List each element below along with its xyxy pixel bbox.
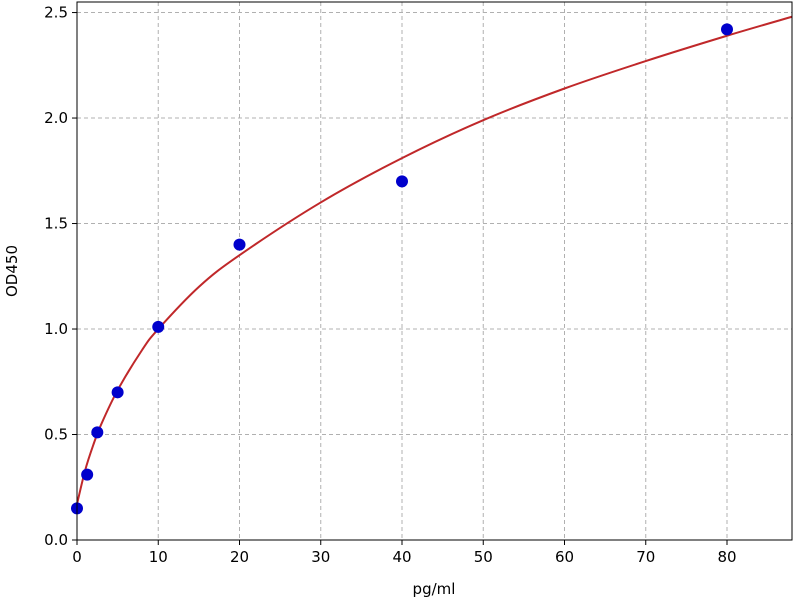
y-axis-label: OD450	[3, 245, 21, 297]
data-point	[91, 426, 104, 439]
x-tick-label: 60	[555, 548, 574, 566]
data-point	[81, 468, 94, 481]
data-points-layer	[71, 23, 733, 515]
x-axis-label: pg/ml	[413, 580, 456, 598]
x-tick-label: 0	[72, 548, 82, 566]
x-tick-label: 80	[717, 548, 736, 566]
axis-ticks	[72, 12, 728, 545]
y-tick-label: 2.5	[44, 4, 68, 22]
x-tick-label: 50	[474, 548, 493, 566]
data-point	[152, 320, 165, 333]
x-tick-label: 30	[311, 548, 330, 566]
x-tick-labels: 0 10 20 30 40 50 60 70 80	[72, 548, 736, 566]
y-tick-label: 1.5	[44, 215, 68, 233]
y-tick-labels: 0.0 0.5 1.0 1.5 2.0 2.5	[44, 4, 68, 549]
x-tick-label: 20	[230, 548, 249, 566]
x-tick-label: 10	[149, 548, 168, 566]
data-point	[233, 238, 246, 251]
plot-frame	[76, 1, 793, 541]
gridlines	[76, 2, 792, 541]
y-tick-label: 2.0	[44, 109, 68, 127]
x-tick-label: 70	[636, 548, 655, 566]
x-tick-label: 40	[392, 548, 411, 566]
y-tick-label: 1.0	[44, 320, 68, 338]
data-point	[396, 175, 408, 188]
data-point	[721, 23, 733, 36]
data-point	[111, 386, 124, 399]
y-tick-label: 0.5	[44, 426, 68, 444]
y-tick-label: 0.0	[44, 531, 68, 549]
